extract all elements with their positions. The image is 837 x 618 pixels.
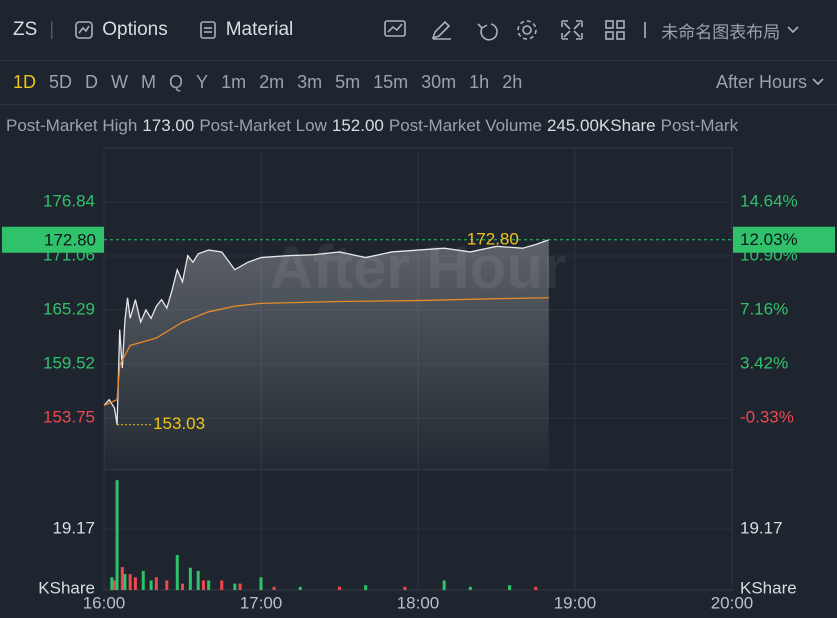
- volume-bar: [149, 580, 153, 590]
- volume-tick-label: 19.17: [52, 518, 95, 537]
- volume-bar: [115, 480, 119, 590]
- volume-bar: [133, 577, 137, 590]
- volume-bar: [220, 580, 224, 590]
- volume-bar: [534, 586, 538, 590]
- stat-label: Post-Market Low: [199, 116, 327, 135]
- volume-bar: [110, 577, 114, 590]
- volume-bar: [141, 570, 145, 590]
- symbol[interactable]: ZS: [13, 19, 38, 40]
- volume-bar: [165, 580, 169, 590]
- layout-selector[interactable]: 未命名图表布局: [661, 22, 781, 42]
- volume-bar: [233, 583, 237, 590]
- volume-bar: [181, 583, 184, 590]
- stat-value: 245.00KShare: [546, 116, 656, 135]
- toolbar: ZS | Options Material 未命名图表布局: [0, 0, 837, 61]
- options-button[interactable]: Options: [102, 19, 168, 40]
- last-percent-box: [733, 226, 835, 253]
- volume-bar: [364, 585, 368, 590]
- volume-bar: [259, 577, 263, 590]
- volume-bar: [123, 574, 127, 590]
- period-button[interactable]: 5m: [335, 71, 361, 92]
- volume-tick-label: 19.17: [740, 518, 783, 537]
- y2-tick-label: 14.64%: [740, 192, 798, 211]
- volume-bar: [196, 570, 200, 590]
- min-label: 153.03: [153, 414, 205, 433]
- volume-bar: [201, 580, 205, 590]
- period-button[interactable]: M: [141, 71, 157, 92]
- toolbar-icons[interactable]: [381, 18, 651, 42]
- period-button[interactable]: Q: [169, 71, 184, 92]
- volume-bar: [120, 567, 124, 590]
- period-button[interactable]: 2h: [502, 71, 523, 92]
- session-selector[interactable]: After Hours: [715, 71, 807, 92]
- y-tick-label: 159.52: [43, 353, 95, 372]
- period-button[interactable]: D: [85, 71, 99, 92]
- max-label: 172.80: [467, 229, 519, 248]
- period-button[interactable]: 1D: [13, 71, 37, 92]
- period-button[interactable]: 2m: [259, 71, 285, 92]
- volume-bar: [442, 580, 446, 590]
- volume-bar: [272, 586, 276, 590]
- y2-tick-label: -0.33%: [740, 408, 794, 427]
- y2-tick-label: 3.42%: [740, 353, 788, 372]
- volume-unit: KShare: [38, 578, 95, 597]
- x-tick-label: 20:00: [711, 593, 754, 612]
- period-button[interactable]: 1h: [469, 71, 490, 92]
- x-tick-label: 16:00: [83, 593, 126, 612]
- x-tick-label: 19:00: [554, 593, 597, 612]
- period-button[interactable]: 5D: [49, 71, 73, 92]
- period-button[interactable]: Y: [196, 71, 209, 92]
- period-button[interactable]: 30m: [421, 71, 457, 92]
- volume-bar: [175, 554, 179, 590]
- volume-bar: [207, 580, 211, 590]
- stat-label: Post-Mark: [660, 116, 739, 135]
- stat-value: 173.00: [142, 116, 195, 135]
- dropdown-caret[interactable]: [807, 77, 837, 87]
- y-tick-label: 176.84: [43, 191, 95, 210]
- period-bar: 1D 5D D W M Q Y 1m 2m 3m 5m 15m 30m 1h 2h After Hours: [0, 60, 837, 105]
- volume-bar: [154, 577, 158, 590]
- volume-bar: [128, 574, 132, 590]
- price-line: [103, 239, 550, 425]
- volume-bar: [112, 580, 116, 590]
- y2-tick-label: 7.16%: [740, 299, 788, 318]
- x-tick-label: 18:00: [397, 593, 440, 612]
- x-tick-label: 17:00: [240, 593, 283, 612]
- period-button[interactable]: 15m: [373, 71, 409, 92]
- period-button[interactable]: 3m: [297, 71, 323, 92]
- last-percent-label: 12.03%: [740, 230, 798, 249]
- volume-unit: KShare: [740, 578, 797, 597]
- separator: |: [49, 19, 55, 40]
- last-price-label: 172.80: [44, 230, 96, 249]
- area: [104, 239, 549, 470]
- stat-label: Post-Market High: [6, 116, 138, 135]
- material-button[interactable]: Material: [225, 19, 294, 40]
- price-line: [103, 297, 549, 406]
- volume-bar: [188, 567, 192, 590]
- volume-bar: [298, 586, 302, 590]
- volume-bar: [403, 586, 407, 590]
- last-price-box: [2, 226, 104, 253]
- material-icon[interactable]: [198, 20, 218, 40]
- y-tick-label: 165.29: [43, 300, 95, 319]
- y-tick-label: 153.75: [43, 407, 95, 426]
- volume-bar: [468, 586, 472, 590]
- stat-value: 152.00: [331, 116, 384, 135]
- volume-bar: [338, 586, 341, 590]
- volume-bar: [238, 583, 242, 590]
- period-button[interactable]: W: [111, 71, 129, 92]
- stat-label: Post-Market Volume: [388, 116, 542, 135]
- options-icon[interactable]: [74, 20, 94, 40]
- volume-bar: [508, 585, 512, 590]
- stats-bar: Post-Market High 173.00 Post-Market Low 152…: [0, 106, 837, 146]
- period-button[interactable]: 1m: [221, 71, 247, 92]
- dropdown-caret[interactable]: [786, 25, 800, 35]
